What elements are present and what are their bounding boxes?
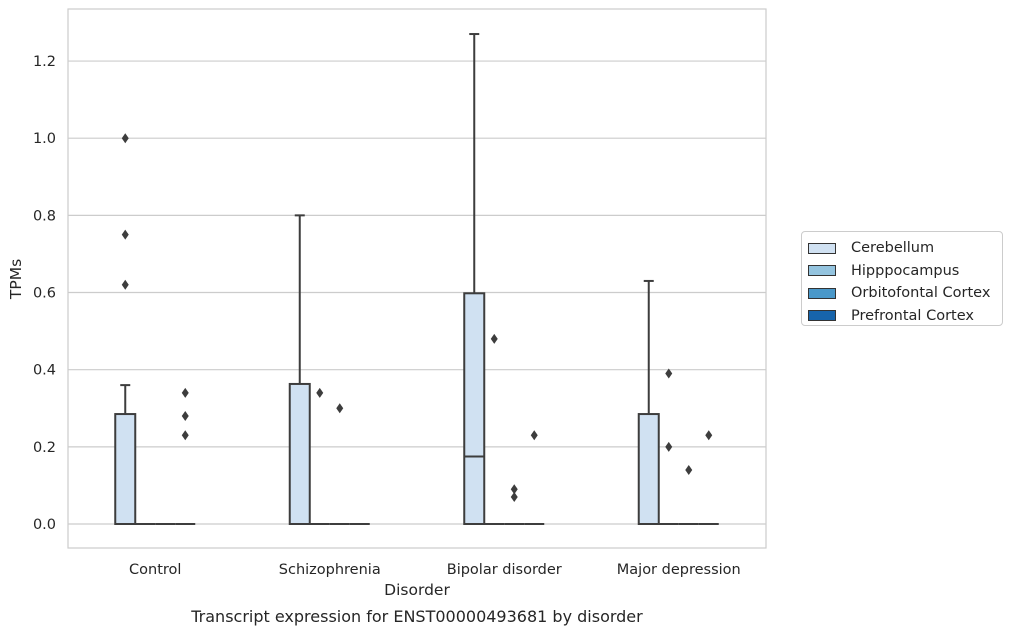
- x-tick-label: Bipolar disorder: [447, 562, 562, 578]
- box-prefrontal-cortex: [524, 430, 545, 525]
- outlier-point: [121, 133, 129, 144]
- outlier-point: [530, 430, 538, 441]
- legend-swatch: [808, 265, 836, 277]
- box-prefrontal-cortex: [175, 387, 196, 525]
- outlier-point: [665, 441, 673, 452]
- outlier-point: [705, 430, 713, 441]
- legend-swatch: [808, 242, 836, 254]
- box-orbitofontal-cortex: [678, 464, 699, 525]
- box-cerebellum: [637, 279, 660, 525]
- legend-label: Hipppocampus: [851, 262, 960, 279]
- y-tick-labels: 0.0 0.2 0.4 0.6 0.8 1.0 1.2: [33, 54, 56, 533]
- box-orbitofontal-cortex: [504, 484, 525, 525]
- y-axis-label: TPMs: [7, 259, 25, 300]
- boxes: [114, 33, 719, 525]
- y-tick-label: 0.8: [33, 208, 56, 224]
- x-tick-label: Schizophrenia: [279, 562, 381, 578]
- x-axis-label: Disorder: [384, 581, 450, 599]
- box-cerebellum: [288, 214, 311, 525]
- x-tick-label: Control: [129, 562, 181, 578]
- legend-label: Prefrontal Cortex: [851, 307, 974, 324]
- box-cerebellum: [463, 33, 486, 525]
- outlier-point: [181, 430, 189, 441]
- x-tick-label: Major depression: [617, 562, 741, 578]
- outlier-point: [336, 403, 344, 414]
- legend-item: Orbitofontal Cortex: [808, 282, 1002, 305]
- outlier-point: [121, 229, 129, 240]
- y-tick-label: 0.0: [33, 517, 56, 533]
- chart-caption: Transcript expression for ENST0000049368…: [190, 607, 643, 626]
- legend-item: Hipppocampus: [808, 260, 1002, 283]
- box-body: [114, 413, 137, 525]
- x-tick-labels: Control Schizophrenia Bipolar disorder Majo…: [129, 562, 741, 578]
- box-cerebellum: [114, 133, 137, 525]
- plot-frame: [67, 8, 767, 549]
- legend-label: Cerebellum: [851, 240, 935, 257]
- outlier-point: [316, 387, 324, 398]
- gridlines: [68, 60, 766, 525]
- box-hipppocampus: [309, 387, 330, 525]
- box-hipppocampus: [658, 368, 679, 525]
- legend-item: Prefrontal Cortex: [808, 305, 1002, 328]
- legend-swatch: [808, 310, 836, 322]
- y-tick-label: 1.2: [33, 54, 56, 70]
- legend-swatch: [808, 287, 836, 299]
- outlier-point: [665, 368, 673, 379]
- y-tick-label: 0.2: [33, 440, 56, 456]
- outlier-point: [490, 333, 498, 344]
- y-tick-label: 0.6: [33, 286, 56, 302]
- outlier-point: [181, 387, 189, 398]
- legend-label: Orbitofontal Cortex: [851, 285, 991, 302]
- box-body: [463, 292, 486, 525]
- outlier-point: [121, 279, 129, 290]
- outlier-point: [510, 484, 518, 495]
- box-body: [288, 382, 311, 525]
- legend-item: Cerebellum: [808, 237, 1002, 260]
- box-prefrontal-cortex: [698, 430, 719, 525]
- y-tick-label: 0.4: [33, 363, 56, 379]
- y-tick-label: 1.0: [33, 131, 56, 147]
- box-body: [637, 413, 660, 525]
- outlier-point: [685, 464, 693, 475]
- box-orbitofontal-cortex: [329, 403, 350, 525]
- box-hipppocampus: [484, 333, 505, 525]
- outlier-point: [510, 491, 518, 502]
- outlier-point: [181, 410, 189, 421]
- legend: Cerebellum Hipppocampus Orbitofontal Corte…: [801, 231, 1003, 326]
